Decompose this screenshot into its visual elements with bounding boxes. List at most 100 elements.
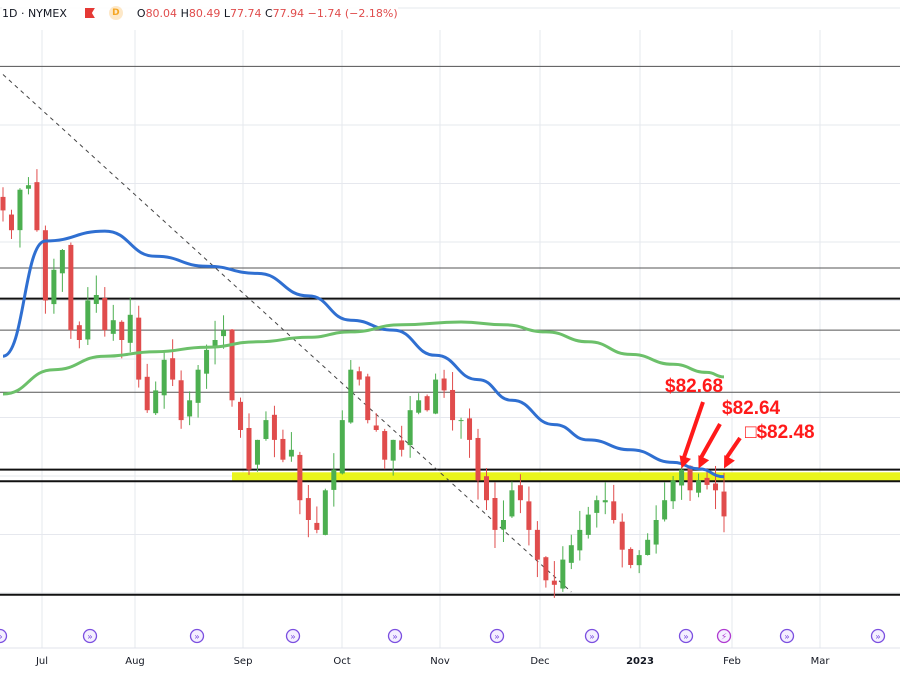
candle-body [187, 400, 193, 417]
candle-body [551, 580, 557, 585]
candle-body [467, 418, 473, 440]
x-tick-label: Nov [430, 656, 450, 667]
candle-body [331, 469, 337, 490]
candle-body [288, 449, 294, 457]
candle-body [619, 521, 625, 550]
candle-body [204, 349, 210, 374]
event-marker-icon[interactable]: » [870, 628, 886, 644]
candle-body [517, 485, 523, 501]
candle-body [8, 214, 14, 231]
svg-text:»: » [0, 633, 3, 643]
candle-body [68, 244, 74, 331]
candle-body [356, 371, 362, 380]
open-value: 80.04 [145, 6, 178, 20]
candle-body [602, 500, 608, 503]
symbol-label[interactable]: 1D · NYMEX [2, 6, 67, 20]
ohlc-values: O80.04 H80.49 L77.74 C77.94 −1.74 (−2.18… [136, 6, 398, 20]
event-marker-icon[interactable]: » [387, 628, 403, 644]
event-marker-icon[interactable]: » [678, 628, 694, 644]
lightning-event-icon[interactable]: ⚡ [716, 628, 732, 644]
candle-body [246, 427, 252, 470]
candle-body [221, 330, 227, 337]
annotation-arrow-head [724, 455, 735, 469]
candle-body [585, 514, 591, 535]
moving-average-fast [2, 229, 725, 479]
x-tick-label: 2023 [626, 656, 654, 667]
flag-icon[interactable] [84, 8, 95, 18]
low-value: 77.74 [229, 6, 262, 20]
event-marker-icon[interactable]: » [189, 628, 205, 644]
candle-body [382, 431, 388, 460]
high-value: 80.49 [188, 6, 221, 20]
candle-body [679, 469, 685, 486]
chart-legend: 1D · NYMEX D O80.04 H80.49 L77.74 C77.94… [2, 6, 398, 20]
candle-body [178, 380, 184, 421]
x-tick-label: Aug [125, 656, 145, 667]
candle-body [483, 476, 489, 501]
annotation-arrow-shaft [724, 436, 742, 460]
candle-body [433, 379, 439, 414]
candle-body [85, 300, 91, 340]
candle-body [212, 340, 218, 347]
candle-body [144, 376, 150, 411]
candle-body [713, 483, 719, 491]
event-marker-icon[interactable]: » [82, 628, 98, 644]
candle-body [543, 557, 549, 581]
candles [0, 169, 727, 598]
candle-body [254, 439, 260, 465]
event-marker-icon[interactable]: » [779, 628, 795, 644]
candle-body [195, 369, 201, 403]
candle-body [568, 545, 574, 563]
candle-body [127, 314, 133, 343]
svg-text:»: » [194, 633, 200, 643]
event-marker-icon[interactable]: » [285, 628, 301, 644]
svg-text:»: » [784, 633, 790, 643]
event-marker-icon[interactable]: » [584, 628, 600, 644]
candle-body [458, 420, 464, 422]
x-tick-label: Jul [35, 656, 48, 667]
candle-body [560, 559, 566, 589]
candle-body [670, 480, 676, 502]
candle-body [577, 529, 583, 551]
candle-body [238, 401, 244, 430]
trendline [2, 74, 572, 593]
candle-body [696, 480, 702, 493]
annotation-arrow-shaft [681, 401, 705, 460]
candle-body [263, 420, 269, 439]
candle-body [526, 501, 532, 530]
moving-average-slow [2, 320, 725, 396]
x-tick-label: Dec [530, 656, 549, 667]
candle-body [492, 498, 498, 530]
candle-body [509, 490, 515, 517]
candle-body [17, 189, 23, 231]
svg-text:»: » [392, 633, 398, 643]
candle-body [42, 230, 48, 301]
time-axis: Jul Aug Sep Oct Nov Dec 2023 Feb Mar [35, 656, 830, 667]
support-zone [232, 472, 900, 482]
candle-body [280, 438, 286, 460]
x-tick-label: Oct [333, 656, 350, 667]
candle-body [348, 369, 354, 423]
x-tick-label: Feb [723, 656, 741, 667]
candle-body [51, 269, 57, 305]
candle-body [93, 295, 99, 304]
candle-body [416, 400, 422, 413]
candle-body [34, 182, 40, 231]
event-marker-icon[interactable]: » [489, 628, 505, 644]
close-value: 77.94 [272, 6, 305, 20]
svg-text:»: » [589, 633, 595, 643]
candle-body [611, 501, 617, 520]
candle-body [399, 440, 405, 450]
svg-text:»: » [290, 633, 296, 643]
x-tick-label: Sep [234, 656, 253, 667]
support-zone-rect [232, 472, 900, 482]
candle-body [161, 359, 167, 396]
annotation-arrow-head [679, 455, 691, 469]
annotation-label: □$82.48 [745, 422, 815, 443]
candle-body [441, 378, 447, 391]
event-marker-icon[interactable]: » [0, 628, 8, 644]
candle-body [110, 320, 116, 334]
svg-text:»: » [87, 633, 93, 643]
candle-body [25, 185, 31, 189]
